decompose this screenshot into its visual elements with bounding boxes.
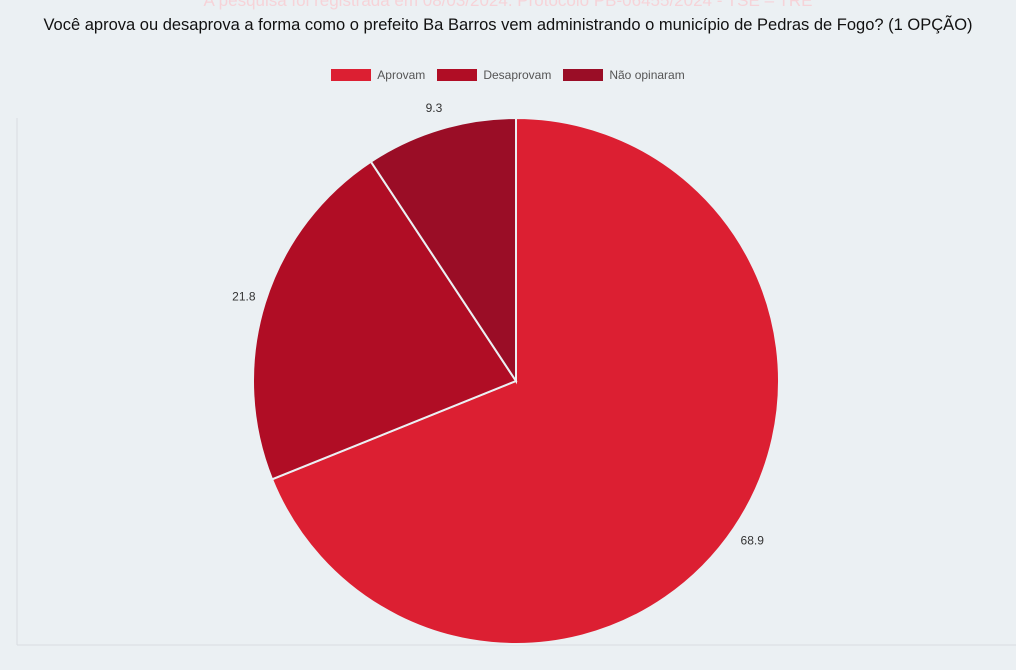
legend-swatch bbox=[437, 69, 478, 81]
legend-item-desaprovam[interactable]: Desaprovam bbox=[437, 68, 551, 82]
legend-swatch bbox=[563, 69, 604, 81]
registration-note: A pesquisa foi registrada em 08/03/2024.… bbox=[203, 0, 813, 10]
legend: Aprovam Desaprovam Não opinaram bbox=[0, 68, 1016, 82]
data-label: 68.9 bbox=[741, 533, 765, 547]
pie-slice-n-o-opinaram[interactable] bbox=[369, 116, 517, 385]
legend-label: Desaprovam bbox=[483, 68, 552, 82]
chart-title: Você aprova ou desaprova a forma como o … bbox=[43, 16, 973, 34]
data-label: 9.3 bbox=[426, 101, 443, 115]
legend-swatch bbox=[331, 69, 372, 81]
legend-label: Não opinaram bbox=[609, 68, 685, 82]
pie-slice-aprovam[interactable] bbox=[270, 116, 780, 645]
legend-item-nao-opinaram[interactable]: Não opinaram bbox=[563, 68, 685, 82]
data-label: 21.8 bbox=[232, 289, 256, 303]
legend-label: Aprovam bbox=[377, 68, 426, 82]
pie-slice-desaprovam[interactable] bbox=[252, 160, 518, 481]
legend-item-aprovam[interactable]: Aprovam bbox=[331, 68, 425, 82]
